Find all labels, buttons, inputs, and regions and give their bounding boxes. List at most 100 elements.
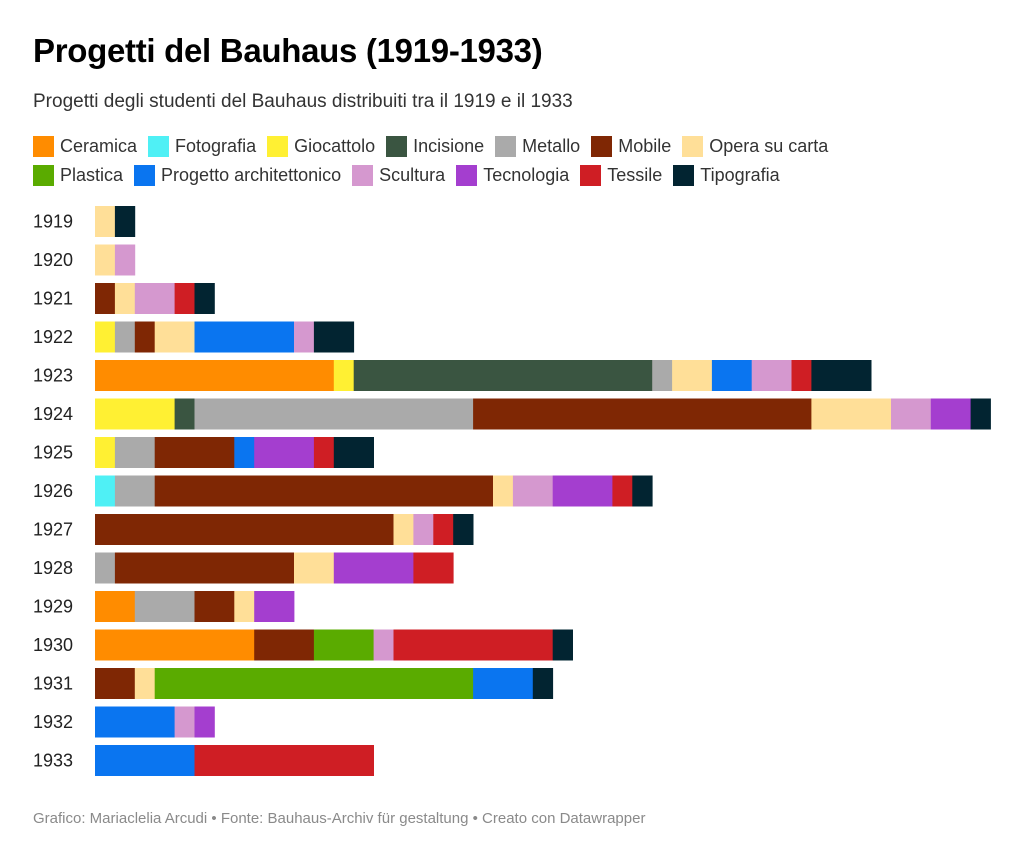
bar-segment [751, 360, 792, 391]
bar-segment [95, 398, 175, 430]
bar-segment [154, 437, 235, 468]
bar-segment [254, 437, 315, 468]
bar-segment [512, 475, 554, 507]
bar-segment [672, 360, 713, 391]
y-tick-label: 1927 [33, 520, 73, 540]
bar-segment [194, 745, 374, 776]
bar-segment [333, 552, 414, 584]
legend-item: Metallo [495, 136, 580, 157]
bar-segment [95, 552, 116, 584]
bar-segment [114, 206, 136, 237]
bar-segment [134, 668, 156, 699]
legend-swatch [134, 165, 156, 186]
legend-label: Incisione [413, 136, 485, 156]
bar-segment [552, 475, 613, 507]
legend-swatch [456, 165, 478, 186]
bar-segment [373, 629, 394, 661]
legend-item: Tecnologia [456, 165, 569, 186]
legend-label: Progetto architettonico [161, 165, 342, 185]
y-tick-label: 1929 [33, 597, 73, 617]
y-tick-label: 1925 [33, 443, 73, 463]
bar-segment [174, 283, 195, 314]
legend-label: Ceramica [60, 136, 138, 156]
bar-segment [652, 360, 673, 391]
bar-segment [254, 591, 295, 622]
bar-segment [711, 360, 753, 391]
bar-segment [930, 398, 971, 430]
bar-segment [134, 591, 195, 622]
bar-segment [174, 706, 195, 738]
bar-segment [95, 745, 195, 776]
bar-segment [891, 398, 932, 430]
bar-segment [433, 514, 454, 545]
bar-segment [95, 360, 335, 391]
bar-segment [114, 244, 136, 276]
legend-item: Plastica [33, 165, 123, 186]
bar-segment [95, 283, 116, 314]
bar-segment [811, 398, 892, 430]
legend-swatch [673, 165, 695, 186]
bar-segment [194, 321, 295, 353]
y-tick-label: 1919 [33, 212, 73, 232]
bar-segment [294, 321, 315, 353]
legend-item: Tipografia [673, 165, 780, 186]
y-tick-label: 1933 [33, 751, 73, 771]
bar-segment [791, 360, 812, 391]
bar-segment [313, 321, 355, 353]
legend-row: Plastica Progetto architettonico Scultura T… [33, 161, 993, 190]
y-tick-label: 1920 [33, 250, 73, 270]
bar-segment [95, 206, 116, 237]
bar-segment [95, 514, 394, 545]
legend-label: Giocattolo [294, 136, 376, 156]
bar-segment [114, 552, 295, 584]
legend-swatch [495, 136, 517, 157]
bar-segment [294, 552, 335, 584]
legend-item: Incisione [386, 136, 484, 157]
bar-segment [114, 283, 136, 314]
bar-segment [95, 706, 175, 738]
legend-swatch [591, 136, 613, 157]
bar-segment [612, 475, 633, 507]
bar-segment [194, 398, 474, 430]
y-tick-label: 1924 [33, 404, 73, 424]
bar-segment [95, 475, 116, 507]
bar-segment [413, 514, 434, 545]
y-tick-label: 1931 [33, 674, 73, 694]
bar-segment [134, 321, 156, 353]
legend-swatch [148, 136, 170, 157]
bar-segment [114, 475, 156, 507]
legend-swatch [682, 136, 704, 157]
y-tick-label: 1930 [33, 635, 73, 655]
legend-item: Progetto architettonico [134, 165, 341, 186]
legend-item: Fotografia [148, 136, 256, 157]
y-tick-label: 1926 [33, 481, 73, 501]
chart-subtitle: Progetti degli studenti del Bauhaus dist… [33, 91, 573, 112]
bar-segment [194, 706, 215, 738]
legend-label: Metallo [522, 136, 581, 156]
bar-segment [154, 668, 474, 699]
bar-segment [313, 437, 335, 468]
legend-label: Tipografia [700, 165, 780, 185]
legend-item: Scultura [352, 165, 445, 186]
y-tick-label: 1928 [33, 558, 73, 578]
bar-segment [114, 321, 136, 353]
bar-segment [234, 591, 255, 622]
bar-segment [174, 398, 195, 430]
bar-segment [194, 591, 235, 622]
bar-segment [95, 244, 116, 276]
legend-label: Tessile [607, 165, 663, 185]
legend-item: Opera su carta [682, 136, 828, 157]
legend-item: Giocattolo [267, 136, 375, 157]
bar-segment [154, 475, 494, 507]
y-tick-label: 1923 [33, 366, 73, 386]
bar-segment [493, 475, 514, 507]
y-tick-label: 1921 [33, 289, 73, 309]
legend-swatch [33, 165, 54, 186]
chart-footer: Grafico: Mariaclelia Arcudi • Fonte: Bau… [33, 810, 646, 827]
bar-segment [473, 398, 812, 430]
legend-swatch [267, 136, 289, 157]
legend-swatch [580, 165, 602, 186]
bar-segment [393, 514, 414, 545]
legend-label: Fotografia [175, 136, 257, 156]
legend-item: Mobile [591, 136, 671, 157]
